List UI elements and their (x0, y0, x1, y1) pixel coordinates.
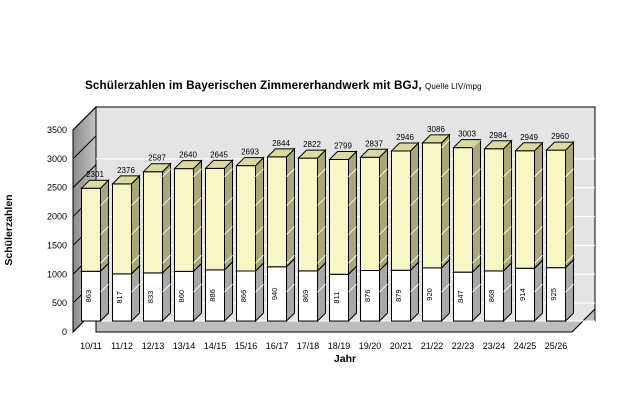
svg-text:920: 920 (425, 288, 434, 301)
svg-text:2587: 2587 (148, 154, 166, 163)
svg-text:21/22: 21/22 (421, 341, 444, 351)
svg-text:12/13: 12/13 (142, 341, 165, 351)
svg-text:11/12: 11/12 (111, 341, 133, 351)
svg-text:811: 811 (332, 292, 341, 304)
svg-text:868: 868 (487, 290, 496, 303)
svg-text:3003: 3003 (458, 130, 476, 139)
svg-text:1500: 1500 (47, 240, 67, 250)
svg-text:2645: 2645 (210, 150, 228, 159)
svg-text:23/24: 23/24 (483, 341, 506, 351)
svg-text:2799: 2799 (334, 141, 352, 150)
svg-text:925: 925 (549, 288, 558, 301)
svg-text:940: 940 (270, 288, 279, 301)
svg-text:2693: 2693 (241, 148, 259, 157)
svg-text:Jahr: Jahr (334, 353, 356, 365)
svg-text:886: 886 (208, 289, 217, 302)
svg-text:2844: 2844 (272, 139, 290, 148)
svg-text:16/17: 16/17 (266, 341, 289, 351)
svg-text:866: 866 (239, 290, 248, 303)
svg-text:500: 500 (52, 298, 67, 308)
svg-text:2949: 2949 (520, 133, 538, 142)
svg-text:19/20: 19/20 (359, 341, 382, 351)
svg-text:2376: 2376 (117, 166, 135, 175)
svg-text:3000: 3000 (47, 154, 67, 164)
svg-text:24/25: 24/25 (514, 341, 537, 351)
svg-text:14/15: 14/15 (204, 341, 227, 351)
svg-text:2822: 2822 (303, 140, 321, 149)
svg-text:2640: 2640 (179, 151, 197, 160)
svg-text:879: 879 (394, 289, 403, 302)
svg-text:847: 847 (456, 290, 465, 303)
svg-text:2000: 2000 (47, 212, 67, 222)
svg-text:Schülerzahlen: Schülerzahlen (3, 194, 15, 265)
svg-text:1000: 1000 (47, 269, 67, 279)
svg-text:2500: 2500 (47, 183, 67, 193)
svg-text:2837: 2837 (365, 139, 383, 148)
svg-text:914: 914 (518, 288, 527, 301)
svg-text:869: 869 (301, 290, 310, 303)
svg-text:2301: 2301 (86, 170, 104, 179)
svg-text:2984: 2984 (489, 131, 507, 140)
svg-text:10/11: 10/11 (80, 341, 102, 351)
svg-text:13/14: 13/14 (173, 341, 196, 351)
svg-text:817: 817 (115, 291, 124, 304)
svg-text:17/18: 17/18 (297, 341, 320, 351)
svg-text:3500: 3500 (47, 125, 67, 135)
svg-text:0: 0 (62, 327, 67, 337)
svg-text:20/21: 20/21 (390, 341, 413, 351)
svg-text:18/19: 18/19 (328, 341, 351, 351)
svg-text:860: 860 (177, 290, 186, 303)
svg-text:15/16: 15/16 (235, 341, 258, 351)
svg-text:2960: 2960 (551, 132, 569, 141)
svg-text:22/23: 22/23 (452, 341, 475, 351)
svg-text:863: 863 (84, 290, 93, 303)
svg-text:25/26: 25/26 (545, 341, 568, 351)
svg-text:876: 876 (363, 289, 372, 302)
svg-text:2946: 2946 (396, 133, 414, 142)
svg-text:3086: 3086 (427, 125, 445, 134)
svg-text:833: 833 (146, 291, 155, 304)
